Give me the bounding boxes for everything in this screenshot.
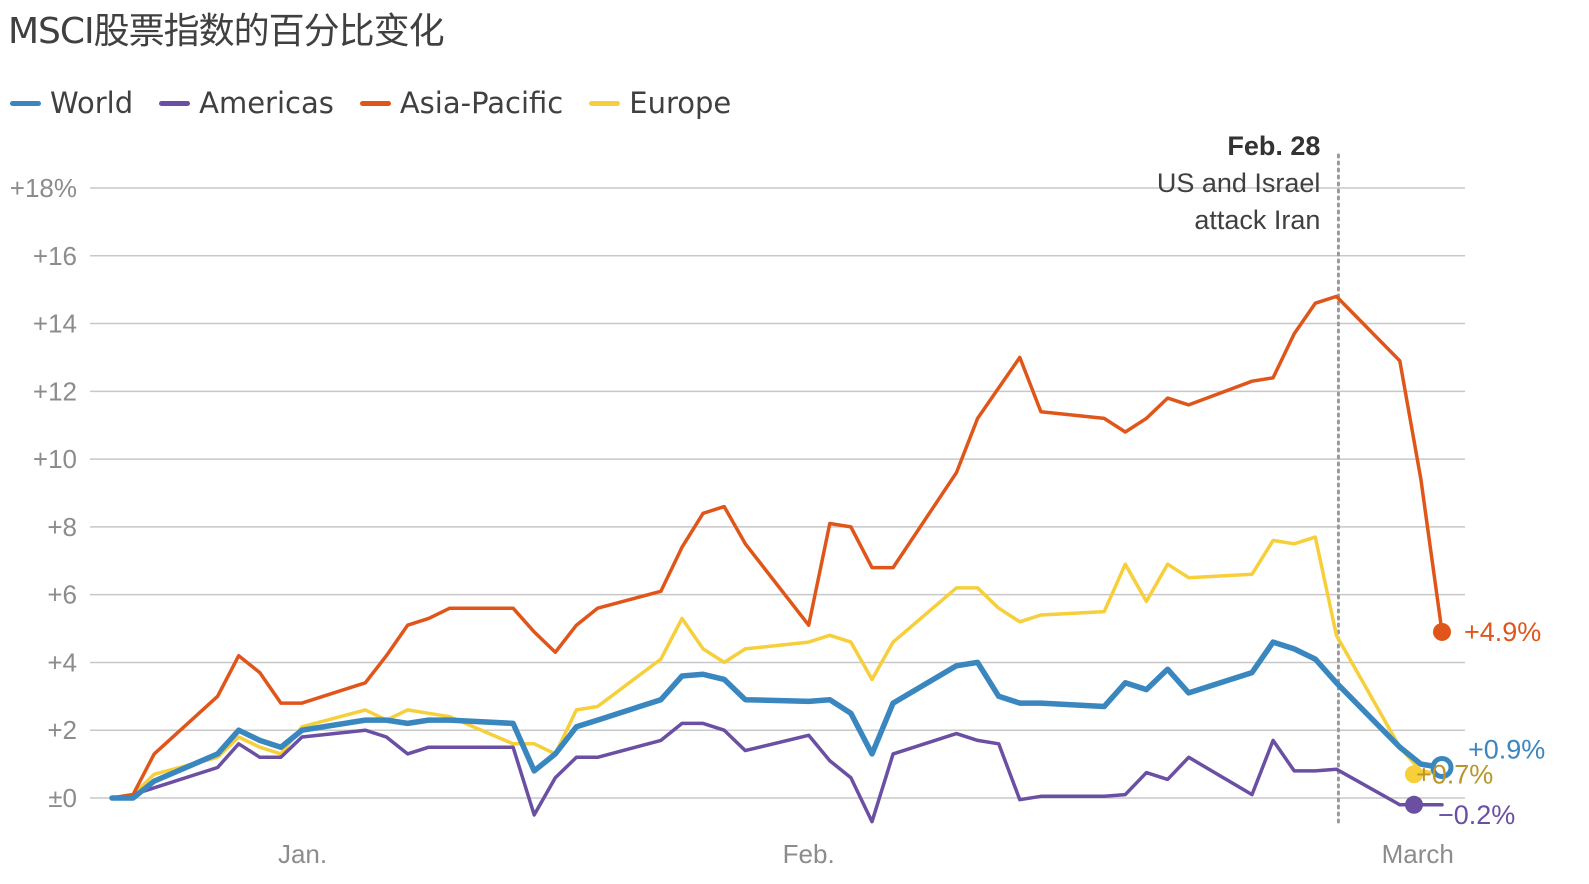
legend-label: Americas bbox=[199, 86, 334, 120]
legend-item: Asia-Pacific bbox=[359, 86, 564, 120]
annotation-text: US and Israel bbox=[1157, 168, 1321, 198]
end-label-world: +0.9% bbox=[1468, 735, 1545, 765]
end-markers: +0.9% −0.2% +4.9% +0.7% bbox=[1405, 617, 1545, 830]
legend-label: Europe bbox=[629, 86, 732, 120]
series-line-world bbox=[109, 639, 1445, 801]
y-tick-label: +6 bbox=[47, 580, 77, 610]
y-tick-label: +14 bbox=[33, 309, 77, 339]
end-marker-asia-pacific bbox=[1433, 622, 1451, 641]
y-tick-label: +4 bbox=[47, 647, 77, 677]
y-tick-label: +16 bbox=[33, 241, 77, 271]
series-line-americas bbox=[110, 721, 1444, 824]
end-label-europe: +0.7% bbox=[1416, 759, 1493, 789]
legend-item: Europe bbox=[589, 86, 731, 120]
end-marker-world bbox=[1430, 756, 1454, 779]
chart-title: MSCI股票指数的百分比变化 bbox=[8, 11, 445, 52]
legend-swatch bbox=[589, 100, 621, 106]
x-tick-label: March bbox=[1382, 839, 1454, 869]
series-line-asia-pacific bbox=[110, 294, 1444, 800]
legend-item: World bbox=[10, 86, 133, 120]
y-tick-label: +18% bbox=[10, 173, 77, 203]
end-marker-europe bbox=[1405, 765, 1423, 784]
end-label-americas: −0.2% bbox=[1438, 800, 1515, 830]
legend-swatch bbox=[159, 100, 191, 106]
legend-label: World bbox=[50, 86, 134, 120]
end-label-asia-pacific: +4.9% bbox=[1464, 617, 1541, 647]
series-lines bbox=[109, 294, 1445, 824]
x-tick-label: Feb. bbox=[783, 839, 835, 869]
legend-swatch bbox=[359, 100, 391, 106]
y-gridlines: ±0 +2 +4 +6 +8 +10 +12 +14 +16 +18% bbox=[10, 173, 1465, 813]
event-annotation: Feb. 28 US and Israel attack Iran bbox=[1157, 131, 1340, 824]
end-marker-americas bbox=[1405, 795, 1423, 814]
x-axis: Jan. Feb. March bbox=[278, 839, 1454, 869]
annotation-date: Feb. 28 bbox=[1227, 131, 1320, 161]
annotation-text: attack Iran bbox=[1194, 205, 1320, 235]
y-tick-label: +12 bbox=[33, 376, 77, 406]
y-tick-label: +10 bbox=[33, 444, 77, 474]
y-tick-label: +8 bbox=[47, 512, 77, 542]
legend: World Americas Asia-Pacific Europe bbox=[10, 86, 757, 120]
legend-item: Americas bbox=[159, 86, 334, 120]
legend-swatch bbox=[10, 100, 41, 106]
y-tick-label: +2 bbox=[47, 715, 77, 745]
legend-label: Asia-Pacific bbox=[399, 86, 564, 120]
x-tick-label: Jan. bbox=[278, 839, 327, 869]
y-tick-label: ±0 bbox=[48, 783, 77, 813]
series-line-europe bbox=[110, 535, 1444, 800]
